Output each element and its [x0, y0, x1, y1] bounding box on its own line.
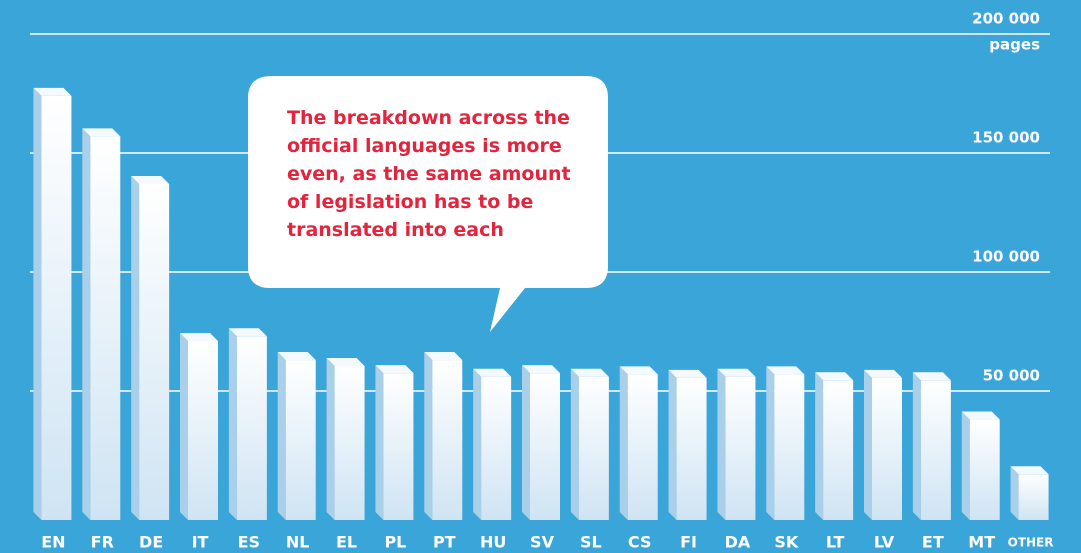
bar [188, 341, 218, 520]
bar [628, 374, 658, 520]
bar [677, 378, 707, 520]
bar-side [375, 365, 383, 520]
bar-side [82, 128, 90, 520]
bar-side [766, 366, 774, 520]
bar [286, 360, 316, 520]
y-tick-label: 100 000 [972, 248, 1040, 266]
bar-side [717, 369, 725, 520]
chart: pages 50 000 100 000 150 000 200 000 EN FR DE I… [0, 0, 1081, 553]
x-tick-label: EN [41, 533, 65, 552]
x-tick-label: CS [628, 533, 652, 552]
bar-side [33, 88, 41, 520]
x-tick-label: MT [968, 533, 995, 552]
bar [970, 420, 1000, 520]
bar-side [131, 176, 139, 520]
bar [725, 377, 755, 520]
y-tick-label: 50 000 [983, 367, 1040, 385]
x-tick-label: ES [238, 533, 260, 552]
x-tick-label: SK [774, 533, 799, 552]
bar-side [864, 370, 872, 520]
bar [432, 360, 462, 520]
bar-side [229, 328, 237, 520]
bar [237, 336, 267, 520]
x-tick-label: EL [336, 533, 357, 552]
x-tick-label: DA [725, 533, 751, 552]
x-tick-label: SL [580, 533, 602, 552]
bar [774, 374, 804, 520]
bar [921, 380, 951, 520]
bar-side [180, 333, 188, 520]
bar-side [327, 358, 335, 520]
y-axis-label: pages [989, 36, 1040, 54]
bar-side [962, 412, 970, 520]
bar-side [278, 352, 286, 520]
y-tick-label: 150 000 [972, 129, 1040, 147]
bar-side [424, 352, 432, 520]
bar-side [620, 366, 628, 520]
x-tick-label: FI [680, 533, 697, 552]
bar [579, 377, 609, 520]
bar [139, 184, 169, 520]
bar [335, 366, 365, 520]
x-tick-label: LV [874, 533, 895, 552]
x-tick-label: IT [192, 533, 209, 552]
x-tick-label: FR [91, 533, 114, 552]
bar-side [815, 372, 823, 520]
x-tick-label: OTHER [1008, 536, 1054, 550]
x-tick-label: LT [826, 533, 845, 552]
bar-side [669, 370, 677, 520]
bar [481, 377, 511, 520]
bar-side [473, 369, 481, 520]
bar [823, 380, 853, 520]
bar-side [522, 365, 530, 520]
x-tick-label: PL [384, 533, 406, 552]
x-tick-label: HU [480, 533, 506, 552]
bar [383, 373, 413, 520]
bar [1019, 474, 1049, 520]
bar [41, 96, 71, 520]
bar [90, 136, 120, 520]
bar-side [1011, 466, 1019, 520]
chart-page: pages 50 000 100 000 150 000 200 000 EN FR DE I… [0, 0, 1081, 553]
annotation: The breakdown across the official langua… [287, 104, 577, 244]
y-tick-label: 200 000 [972, 10, 1040, 28]
bar-side [913, 372, 921, 520]
x-tick-label: NL [286, 533, 310, 552]
x-tick-label: PT [433, 533, 456, 552]
bar-side [571, 369, 579, 520]
bar [872, 378, 902, 520]
bar [530, 373, 560, 520]
x-tick-label: DE [139, 533, 163, 552]
x-tick-label: ET [922, 533, 944, 552]
x-tick-label: SV [530, 533, 555, 552]
